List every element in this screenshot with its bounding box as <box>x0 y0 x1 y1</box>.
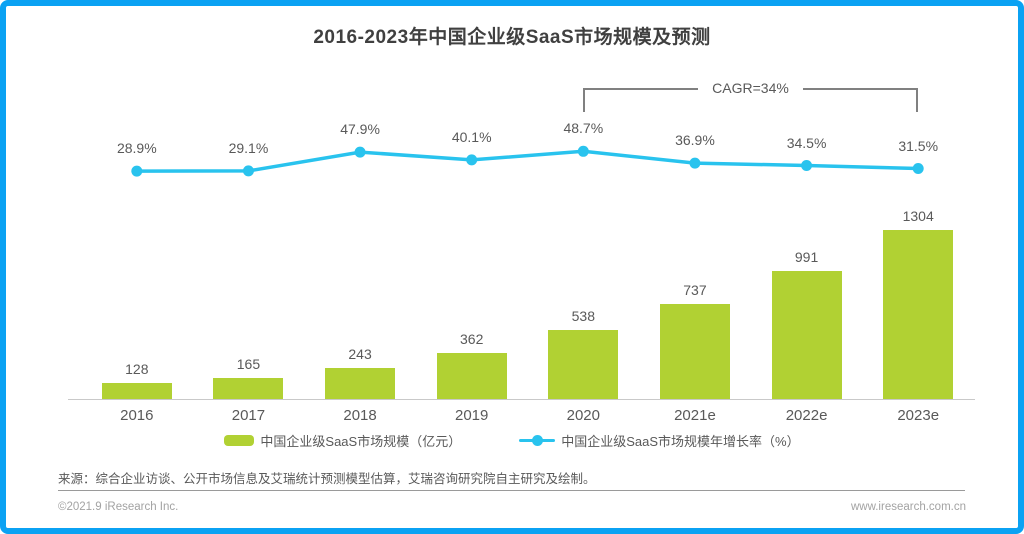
bar <box>771 271 842 400</box>
x-axis-label: 2019 <box>455 407 489 424</box>
bar-column: 1304 <box>862 0 974 400</box>
bar-value-label: 1304 <box>902 208 934 224</box>
x-axis-label: 2020 <box>566 407 600 424</box>
bar <box>659 304 730 400</box>
bar-chart-plot-area: 128 165 243 362 538 737 991 1304 <box>81 0 974 400</box>
x-axis-label: 2018 <box>343 407 377 424</box>
source-note: 来源：综合企业访谈、公开市场信息及艾瑞统计预测模型估算，艾瑞咨询研究院自主研究及… <box>58 472 596 486</box>
legend-label-growth-rate: 中国企业级SaaS市场规模年增长率（%） <box>561 434 800 449</box>
chart-title: 2016-2023年中国企业级SaaS市场规模及预测 <box>313 27 711 48</box>
x-axis-label: 2023e <box>897 407 940 424</box>
legend-label-market-size: 中国企业级SaaS市场规模（亿元） <box>260 434 462 449</box>
bar-value-label: 362 <box>460 331 484 347</box>
bar-series-swatch-icon <box>224 435 255 446</box>
website-url: www.iresearch.com.cn <box>850 501 966 513</box>
bar <box>883 230 954 400</box>
x-axis-label: 2021e <box>674 407 716 424</box>
bar-column: 362 <box>416 0 528 400</box>
x-axis-labels: 2016 2017 2018 2019 2020 2021e 2022e 2023e <box>81 407 974 424</box>
bar-column: 243 <box>304 0 416 400</box>
bar-value-label: 128 <box>125 361 149 377</box>
bar <box>213 378 284 400</box>
copyright-text: ©2021.9 iResearch Inc. <box>58 501 179 513</box>
x-axis-label: 2022e <box>785 407 828 424</box>
x-axis-label: 2016 <box>120 407 154 424</box>
bar-column: 991 <box>751 0 863 400</box>
bar-value-label: 243 <box>348 346 372 362</box>
footer-divider <box>58 490 965 491</box>
bar-value-label: 538 <box>571 308 595 324</box>
legend-item-growth-rate: 中国企业级SaaS市场规模年增长率（%） <box>519 431 800 450</box>
bar-value-label: 991 <box>794 249 819 265</box>
legend-item-market-size: 中国企业级SaaS市场规模（亿元） <box>224 431 461 450</box>
cagr-bracket-left-segment <box>583 88 699 112</box>
bar-column: 165 <box>193 0 305 400</box>
x-axis-line <box>68 399 975 400</box>
bar-value-label: 737 <box>683 282 707 298</box>
bar-column: 538 <box>528 0 640 400</box>
bar-value-label: 165 <box>236 356 261 372</box>
bar <box>548 330 619 400</box>
bar <box>436 353 507 400</box>
x-axis-label: 2017 <box>231 407 266 424</box>
legend: 中国企业级SaaS市场规模（亿元） 中国企业级SaaS市场规模年增长率（%） <box>0 431 1024 450</box>
bar <box>325 368 396 400</box>
cagr-annotation: CAGR=34% <box>712 80 789 96</box>
bar <box>101 383 172 400</box>
cagr-bracket-right-segment <box>802 88 918 112</box>
bar-column: 737 <box>639 0 751 400</box>
line-series-swatch-icon <box>519 435 556 446</box>
bar-column: 128 <box>81 0 193 400</box>
cagr-bracket: CAGR=34% <box>583 80 918 112</box>
